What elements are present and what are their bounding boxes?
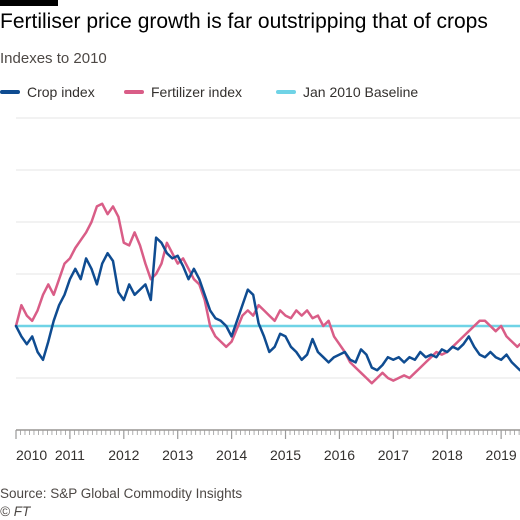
legend-label-fertilizer-index: Fertilizer index: [151, 84, 243, 100]
x-tick-label-2018: 2018: [432, 447, 463, 463]
legend-swatch-baseline: [276, 90, 296, 94]
x-tick-label-2015: 2015: [270, 447, 301, 463]
legend-swatch-fertilizer-index: [124, 90, 144, 94]
series-layer: [14, 202, 520, 385]
top-accent-bar: [0, 0, 58, 6]
legend-swatch-crop-index: [0, 90, 20, 94]
series-line-fertilizer-index: [14, 202, 520, 385]
x-tick-label-2011: 2011: [55, 447, 85, 463]
legend-item-baseline: Jan 2010 Baseline: [276, 82, 418, 102]
chart-legend: Crop index Fertilizer index Jan 2010 Bas…: [0, 82, 520, 102]
source-note: Source: S&P Global Commodity Insights: [0, 486, 243, 501]
x-tick-label-2014: 2014: [216, 447, 247, 463]
copyright-note: © FT: [0, 504, 31, 519]
chart-title: Fertiliser price growth is far outstripp…: [0, 10, 488, 33]
x-tick-label-2010: 2010: [16, 447, 47, 463]
x-tick-label-2013: 2013: [162, 447, 193, 463]
x-axis: 2010 2011 2012 2013 2014 2015 2016 2017 2018 2019: [15, 429, 520, 463]
legend-item-crop-index: Crop index: [0, 82, 95, 102]
grid-layer: [16, 117, 520, 379]
chart-subtitle: Indexes to 2010: [0, 50, 107, 67]
x-tick-label-2019: 2019: [486, 447, 517, 463]
line-chart: 2010 2011 2012 2013 2014 2015 2016 2017 2018 2019: [14, 117, 520, 463]
series-line-crop-index: [14, 236, 520, 372]
legend-label-crop-index: Crop index: [27, 84, 95, 100]
legend-label-baseline: Jan 2010 Baseline: [303, 84, 419, 100]
legend-item-fertilizer-index: Fertilizer index: [124, 82, 242, 102]
x-tick-label-2012: 2012: [108, 447, 139, 463]
x-tick-label-2016: 2016: [324, 447, 355, 463]
x-tick-label-2017: 2017: [378, 447, 409, 463]
